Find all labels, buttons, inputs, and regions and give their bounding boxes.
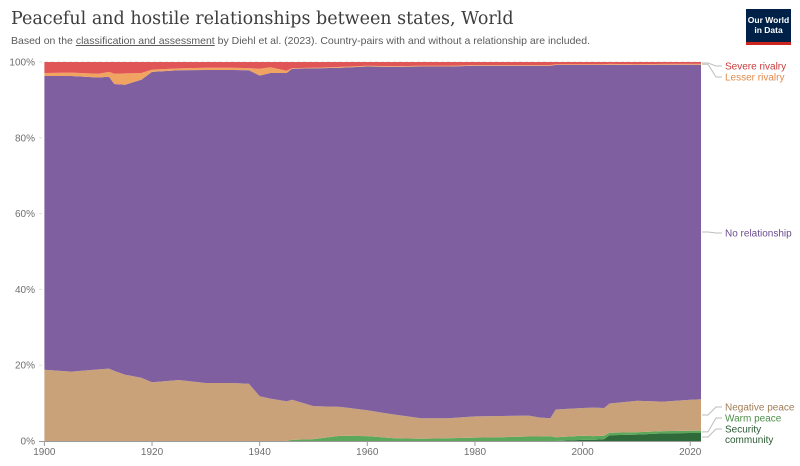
legend-connector-negative-peace	[702, 406, 722, 416]
x-tick-label-2020: 2020	[679, 447, 702, 458]
y-tick-label-100: 100%	[9, 58, 35, 69]
x-tick-label-1960: 1960	[356, 447, 379, 458]
area-warm-peace	[44, 430, 701, 441]
legend-label-warm-peace: Warm peace	[725, 414, 782, 425]
legend-connector-severe-rivalry	[702, 62, 722, 67]
y-tick-label-20: 20%	[15, 361, 35, 372]
logo-bar	[746, 42, 791, 45]
source-link[interactable]: classification and assessment	[75, 35, 215, 47]
area-security-community	[44, 433, 701, 441]
x-tick-label-1900: 1900	[33, 447, 56, 458]
y-tick-label-60: 60%	[15, 209, 35, 220]
y-tick-label-40: 40%	[15, 285, 35, 296]
x-tick-label-1940: 1940	[249, 447, 272, 458]
legend-label-security-community-line-1: Security	[725, 425, 761, 436]
legend-connector-lesser-rivalry	[702, 63, 722, 78]
area-lesser-rivalry	[44, 63, 701, 85]
y-tick-label-80: 80%	[15, 133, 35, 144]
x-tick-label-1980: 1980	[464, 447, 487, 458]
legend-label-severe-rivalry: Severe rivalry	[725, 62, 786, 73]
area-no-relationship	[44, 64, 701, 419]
y-tick-label-0: 0%	[21, 437, 36, 448]
owid-logo[interactable]: Our World in Data	[746, 9, 791, 45]
legend-label-negative-peace: Negative peace	[725, 403, 795, 414]
legend-label-no-relationship: No relationship	[725, 229, 792, 240]
legend-connector-no-relationship	[702, 231, 722, 234]
area-negative-peace	[44, 368, 701, 441]
subtitle-prefix: Based on the	[11, 35, 76, 47]
subtitle-suffix: by Diehl et al. (2023). Country-pairs wi…	[214, 35, 591, 47]
x-tick-label-2000: 2000	[571, 447, 594, 458]
logo-line-2: in Data	[754, 25, 783, 35]
legend-label-security-community-line-2: community	[725, 435, 773, 446]
chart-title: Peaceful and hostile relationships betwe…	[11, 9, 514, 29]
legend-label-lesser-rivalry: Lesser rivalry	[725, 73, 784, 84]
legend-connector-security-community	[702, 428, 722, 438]
chart-subtitle: Based on the classification and assessme…	[11, 35, 590, 47]
logo-line-1: Our World	[747, 15, 790, 25]
area-severe-rivalry	[44, 62, 701, 74]
x-tick-label-1920: 1920	[141, 447, 164, 458]
legend-connector-warm-peace	[702, 417, 722, 433]
